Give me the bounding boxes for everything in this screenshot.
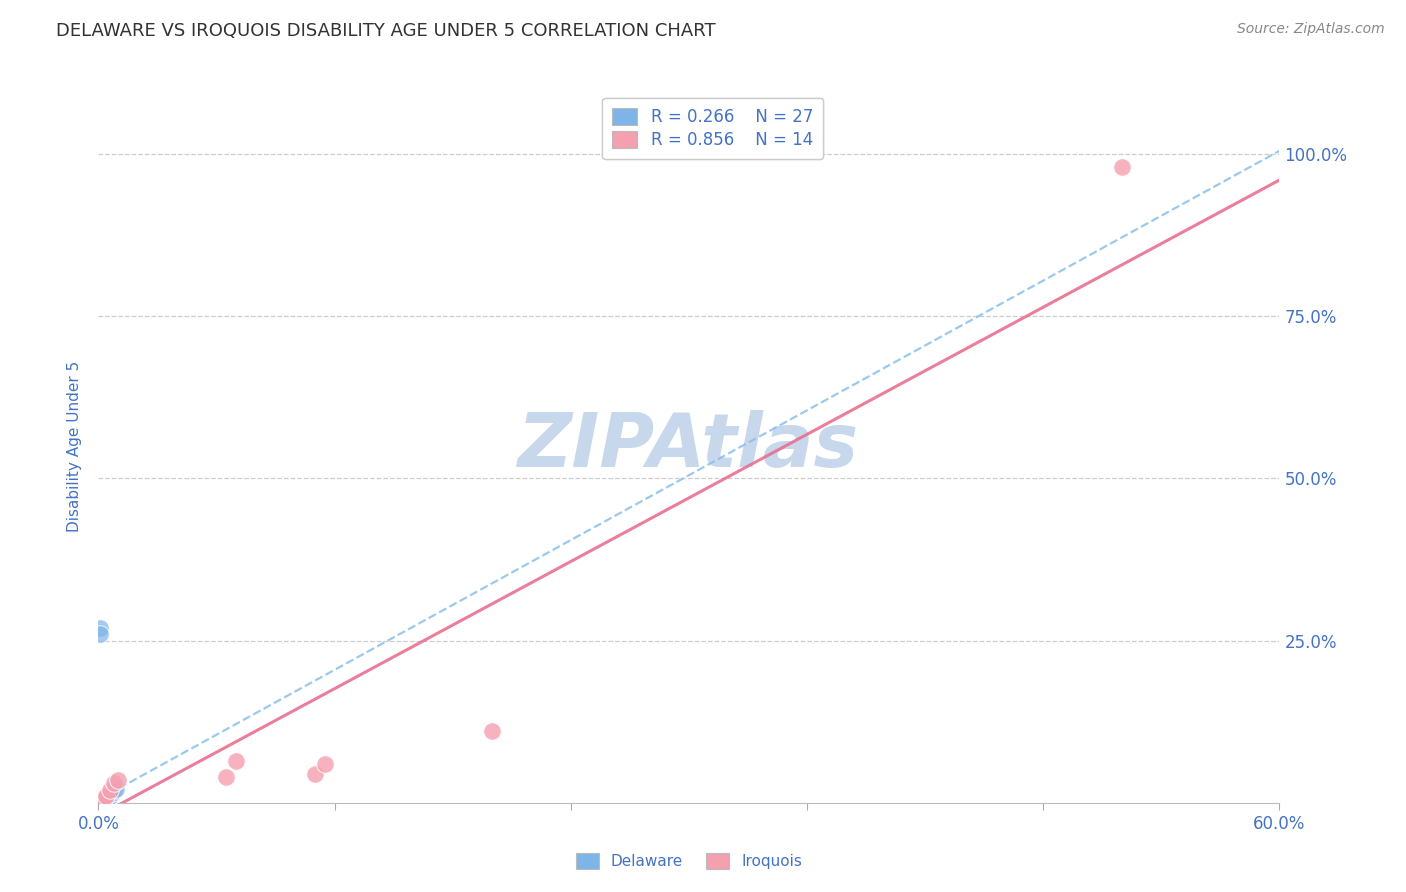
Legend: Delaware, Iroquois: Delaware, Iroquois [569, 847, 808, 875]
Point [87, 796, 110, 810]
Point [1111, 160, 1133, 174]
Point [98, 782, 121, 797]
Point [89, 796, 111, 810]
Point [93, 790, 115, 805]
Point [96, 789, 118, 804]
Point [97, 788, 120, 802]
Point [96, 789, 118, 804]
Point [97, 792, 120, 806]
Point [481, 724, 503, 739]
Point [91, 792, 114, 806]
Point [93, 792, 115, 806]
Point [89, 794, 111, 808]
Point [89, 794, 111, 808]
Point [101, 786, 124, 800]
Legend: R = 0.266    N = 27, R = 0.856    N = 14: R = 0.266 N = 27, R = 0.856 N = 14 [602, 97, 823, 159]
Point [304, 766, 326, 780]
Text: ZIPAtlas: ZIPAtlas [519, 409, 859, 483]
Text: Source: ZipAtlas.com: Source: ZipAtlas.com [1237, 22, 1385, 37]
Point [93, 795, 115, 809]
Point [91, 792, 114, 806]
Point [87, 796, 110, 810]
Point [96, 792, 118, 806]
Point [103, 782, 125, 797]
Point [225, 754, 247, 768]
Point [89, 621, 111, 635]
Point [89, 796, 111, 810]
Point [97, 790, 120, 805]
Point [87, 796, 110, 810]
Point [89, 795, 111, 809]
Point [215, 770, 238, 784]
Y-axis label: Disability Age Under 5: Disability Age Under 5 [67, 360, 83, 532]
Text: DELAWARE VS IROQUOIS DISABILITY AGE UNDER 5 CORRELATION CHART: DELAWARE VS IROQUOIS DISABILITY AGE UNDE… [56, 22, 716, 40]
Point [98, 786, 121, 800]
Point [93, 796, 115, 810]
Point [91, 796, 114, 810]
Point [103, 776, 125, 790]
Point [87, 795, 110, 809]
Point [89, 627, 111, 641]
Point [107, 773, 129, 788]
Point [314, 756, 336, 771]
Point [105, 781, 128, 796]
Point [91, 794, 114, 808]
Point [96, 794, 118, 808]
Point [93, 790, 115, 805]
Point [98, 789, 121, 804]
